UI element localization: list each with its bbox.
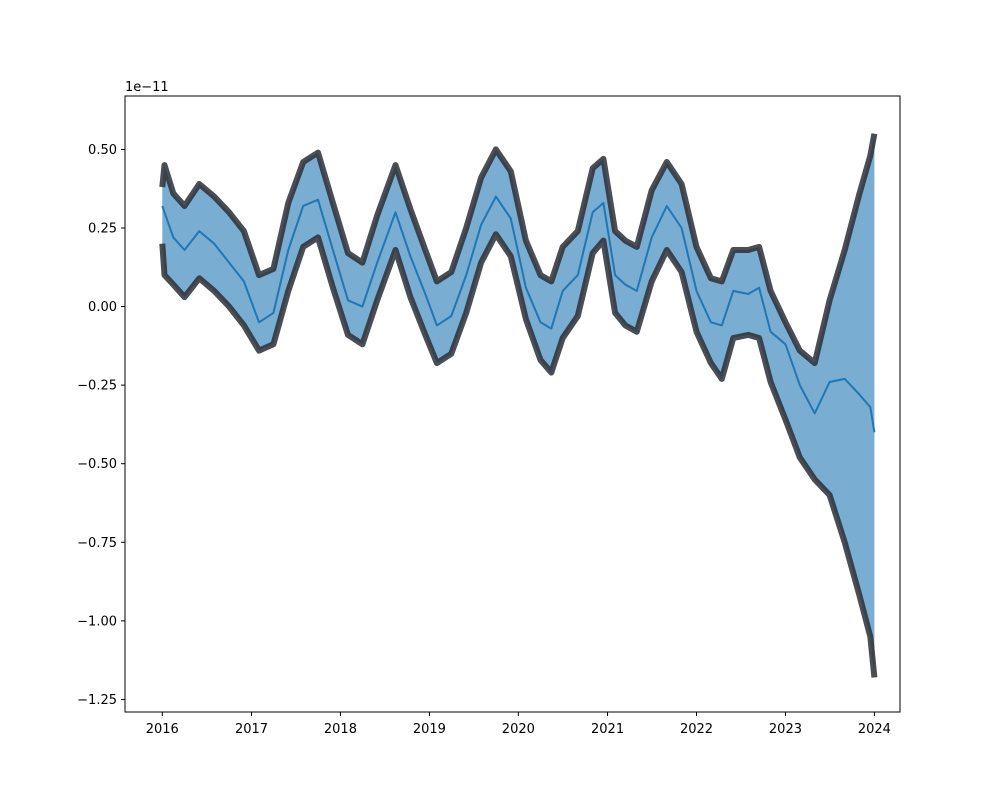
y-axis: 0.50 0.25 0.00 −0.25 −0.50 −0.75 −1.00 −1.25 (77, 143, 125, 708)
x-tick-label: 2018 (324, 722, 357, 737)
y-tick-label: 0.50 (88, 143, 117, 158)
lower-bound-line (159, 231, 878, 678)
x-tick-label: 2023 (769, 722, 802, 737)
upper-bound-line (159, 133, 878, 367)
x-tick-label: 2022 (680, 722, 713, 737)
y-tick-label: 0.25 (88, 222, 117, 237)
y-tick-label: −0.25 (77, 379, 117, 394)
y-tick-label: −1.00 (77, 614, 117, 629)
x-tick-label: 2017 (235, 722, 268, 737)
x-tick-label: 2024 (858, 722, 891, 737)
mean-line (161, 195, 876, 433)
x-tick-label: 2021 (591, 722, 624, 737)
x-tick-label: 2016 (146, 722, 179, 737)
y-offset-label: 1e−11 (125, 80, 169, 95)
x-tick-label: 2020 (502, 722, 535, 737)
y-tick-label: −0.50 (77, 457, 117, 472)
y-tick-label: −1.25 (77, 693, 117, 708)
axes-frame (124, 95, 901, 713)
x-axis: 2016 2017 2018 2019 2020 2021 2022 2023 2024 (146, 712, 891, 737)
plot-area (159, 133, 878, 678)
y-tick-label: −0.75 (77, 536, 117, 551)
confidence-band (162, 133, 875, 678)
x-tick-label: 2019 (413, 722, 446, 737)
y-tick-label: 0.00 (88, 300, 117, 315)
